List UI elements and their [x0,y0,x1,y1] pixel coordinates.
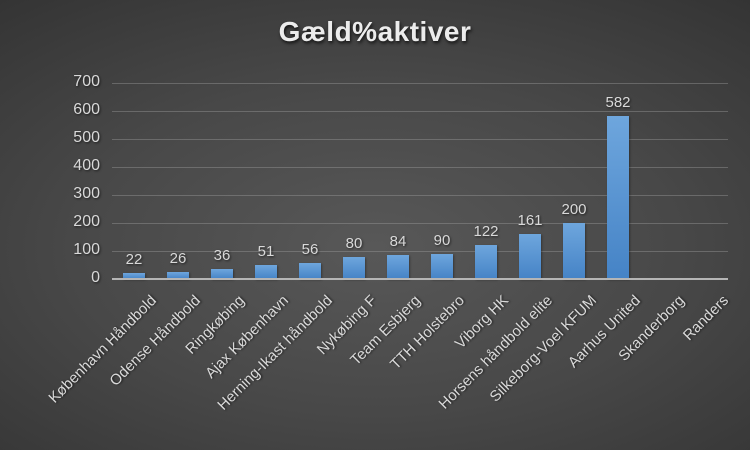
value-label: 84 [389,233,407,250]
value-label: 51 [257,243,275,260]
value-label: 22 [125,251,143,268]
value-label: 36 [213,247,231,264]
bar [343,257,365,279]
gridline [112,139,728,140]
chart-title: Gæld%aktiver [278,16,472,47]
y-axis-tick-label: 0 [91,269,100,286]
bar [167,272,189,279]
gridline [112,167,728,168]
y-axis-tick-label: 200 [73,213,100,230]
value-label: 200 [561,201,587,218]
value-label: 56 [301,241,319,258]
bar [211,269,233,279]
gridline [112,111,728,112]
bar [519,234,541,279]
value-label: 582 [605,94,631,111]
value-label: 90 [433,232,451,249]
y-axis-tick-label: 400 [73,157,100,174]
y-axis-tick-label: 500 [73,129,100,146]
value-label: 80 [345,235,363,252]
bar [387,255,409,279]
x-axis-line [112,278,728,280]
value-label: 161 [517,212,543,229]
y-axis-tick-label: 700 [73,73,100,90]
y-axis-tick-label: 600 [73,101,100,118]
bar [123,273,145,279]
y-axis-tick-label: 300 [73,185,100,202]
bar [475,245,497,279]
value-label: 26 [169,250,187,267]
gridline [112,223,728,224]
gridline [112,83,728,84]
bar [563,223,585,279]
bar [607,116,629,279]
bar [299,263,321,279]
gridline [112,251,728,252]
value-label: 122 [473,223,499,240]
bar [255,265,277,279]
gridline [112,195,728,196]
bar [431,254,453,279]
y-axis-tick-label: 100 [73,241,100,258]
